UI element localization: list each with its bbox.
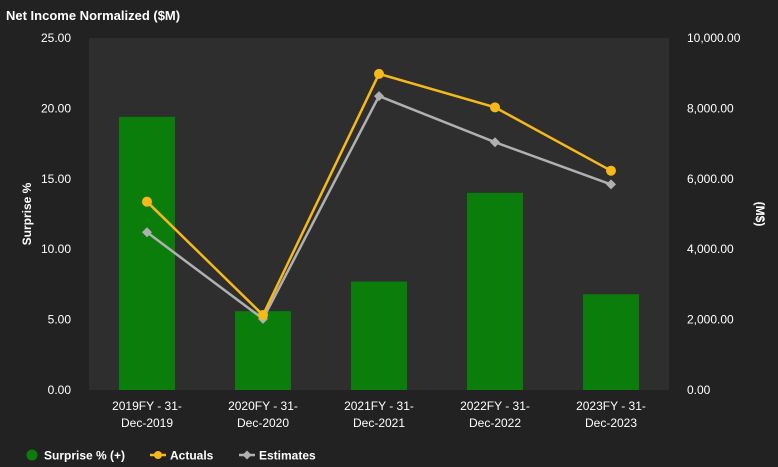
x-tick-label-line: 2020FY - 31- xyxy=(228,399,298,413)
left-axis-tick-label: 10.00 xyxy=(41,242,71,256)
actuals-point xyxy=(490,102,500,113)
x-tick-label-line: 2021FY - 31- xyxy=(344,399,414,413)
x-tick-label: 2019FY - 31- Dec-2019 xyxy=(112,399,182,430)
x-tick-label-line: Dec-2019 xyxy=(121,416,173,430)
surprise-bar xyxy=(351,281,407,390)
legend-swatch-marker xyxy=(242,450,252,460)
x-tick-label-line: 2022FY - 31- xyxy=(460,399,530,413)
right-axis-tick-label: 10,000.00 xyxy=(687,31,741,45)
legend-label: Surprise % (+) xyxy=(44,449,125,463)
legend-label: Estimates xyxy=(259,449,316,463)
x-tick-label-line: Dec-2023 xyxy=(585,416,637,430)
right-axis-tick-label: 8,000.00 xyxy=(687,101,734,115)
actuals-point xyxy=(142,196,152,207)
estimates-point xyxy=(374,91,384,102)
left-axis-title: Surprise % xyxy=(20,182,34,245)
legend-item-surprise: Surprise % (+) xyxy=(26,449,125,463)
legend-swatch xyxy=(26,449,38,461)
estimates-point xyxy=(490,137,500,148)
legend-item-actuals: Actuals xyxy=(150,449,214,463)
actuals-point xyxy=(258,310,268,321)
legend-swatch-marker xyxy=(154,451,162,459)
x-tick-label-line: 2019FY - 31- xyxy=(112,399,182,413)
x-tick-label-line: 2023FY - 31- xyxy=(576,399,646,413)
left-axis-tick-label: 20.00 xyxy=(41,101,71,115)
left-axis-tick-label: 5.00 xyxy=(48,313,72,327)
surprise-bar xyxy=(119,116,175,391)
surprise-bar xyxy=(235,311,291,390)
legend-label: Actuals xyxy=(170,449,214,463)
surprise-bar xyxy=(583,294,639,390)
legend-item-estimates: Estimates xyxy=(239,449,316,463)
estimates-point xyxy=(142,227,152,238)
actuals-point xyxy=(374,68,384,79)
right-axis-tick-label: 2,000.00 xyxy=(687,313,734,327)
x-tick-label-line: Dec-2022 xyxy=(469,416,521,430)
right-axis-title: (M$) xyxy=(753,202,767,227)
actuals-point xyxy=(606,165,616,176)
surprise-bar xyxy=(467,192,523,390)
x-tick-label: 2020FY - 31- Dec-2020 xyxy=(228,399,298,430)
right-axis-tick-label: 0.00 xyxy=(687,383,711,397)
x-tick-label-line: Dec-2020 xyxy=(237,416,289,430)
chart-title: Net Income Normalized ($M) xyxy=(6,8,180,23)
left-axis-tick-label: 15.00 xyxy=(41,172,71,186)
x-tick-label: 2023FY - 31- Dec-2023 xyxy=(576,399,646,430)
left-axis-tick-label: 25.00 xyxy=(41,31,71,45)
right-axis-tick-label: 4,000.00 xyxy=(687,242,734,256)
x-tick-label: 2022FY - 31- Dec-2022 xyxy=(460,399,530,430)
right-axis-tick-label: 6,000.00 xyxy=(687,172,734,186)
x-tick-label: 2021FY - 31- Dec-2021 xyxy=(344,399,414,430)
left-axis-tick-label: 0.00 xyxy=(48,383,72,397)
x-tick-label-line: Dec-2021 xyxy=(353,416,405,430)
estimates-point xyxy=(606,179,616,190)
